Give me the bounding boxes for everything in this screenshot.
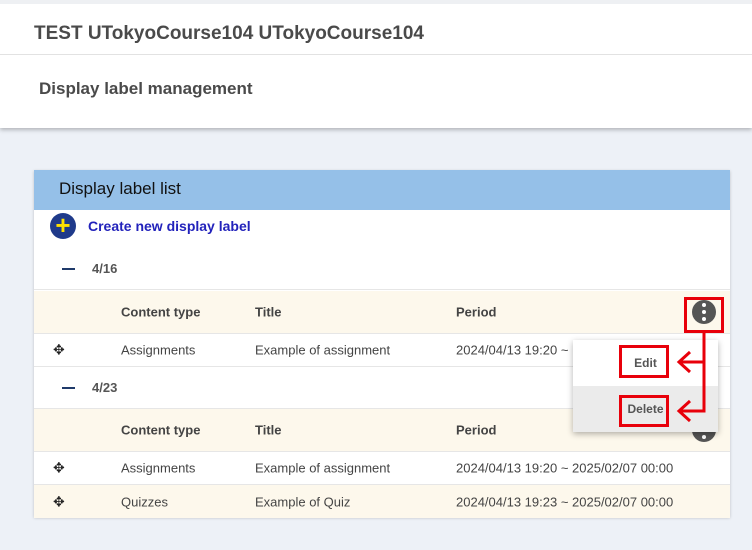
plus-icon: +	[50, 212, 76, 239]
drag-handle-icon[interactable]: ✥	[53, 493, 65, 509]
collapse-icon[interactable]	[62, 386, 75, 389]
panel-title: Display label list	[34, 170, 730, 210]
col-content-type: Content type	[121, 304, 201, 320]
cell-title[interactable]: Example of assignment	[255, 342, 391, 358]
divider	[0, 54, 752, 55]
display-label-panel: Display label list + Create new display …	[34, 170, 730, 518]
annotation-box-delete	[619, 395, 669, 427]
course-title: TEST UTokyoCourse104 UTokyoCourse104	[34, 23, 424, 44]
cell-content-type: Quizzes	[121, 494, 168, 509]
col-period: Period	[456, 422, 497, 438]
menu-item-edit[interactable]: Edit	[634, 356, 657, 370]
annotation-box-edit	[619, 345, 669, 378]
cell-period: 2024/04/13 19:20 ~	[456, 342, 569, 358]
col-period: Period	[456, 304, 497, 320]
cell-period: 2024/04/13 19:23 ~ 2025/02/07 00:00	[456, 494, 674, 509]
table-row: ✥ Quizzes Example of Quiz 2024/04/13 19:…	[34, 485, 730, 518]
col-title: Title	[255, 422, 282, 438]
page-title: Display label management	[39, 79, 253, 98]
more-options-icon[interactable]	[692, 300, 716, 324]
table-row: ✥ Assignments Example of assignment 2024…	[34, 334, 730, 367]
drag-handle-icon[interactable]: ✥	[53, 459, 65, 476]
group-label: 4/23	[92, 380, 118, 395]
cell-period: 2024/04/13 19:20 ~ 2025/02/07 00:00	[456, 460, 674, 476]
group-header[interactable]: 4/23	[34, 367, 730, 409]
options-menu: Edit Delete	[573, 340, 718, 432]
cell-content-type: Assignments	[121, 342, 196, 358]
table-header: Content type Title Period	[34, 291, 730, 334]
cell-content-type: Assignments	[121, 460, 196, 476]
group-header[interactable]: 4/16	[34, 248, 730, 290]
collapse-icon[interactable]	[62, 267, 75, 270]
annotation-box-kebab	[684, 297, 724, 333]
create-label-button[interactable]: + Create new display label	[50, 212, 251, 239]
col-title: Title	[255, 304, 282, 320]
cell-title[interactable]: Example of Quiz	[255, 494, 351, 509]
col-content-type: Content type	[121, 422, 201, 438]
drag-handle-icon[interactable]: ✥	[53, 341, 65, 358]
course-header: TEST UTokyoCourse104 UTokyoCourse104 Dis…	[0, 0, 752, 128]
group-label: 4/16	[92, 261, 118, 276]
cell-title[interactable]: Example of assignment	[255, 460, 391, 476]
table-row: ✥ Assignments Example of assignment 2024…	[34, 452, 730, 485]
create-label-text: Create new display label	[88, 218, 251, 234]
